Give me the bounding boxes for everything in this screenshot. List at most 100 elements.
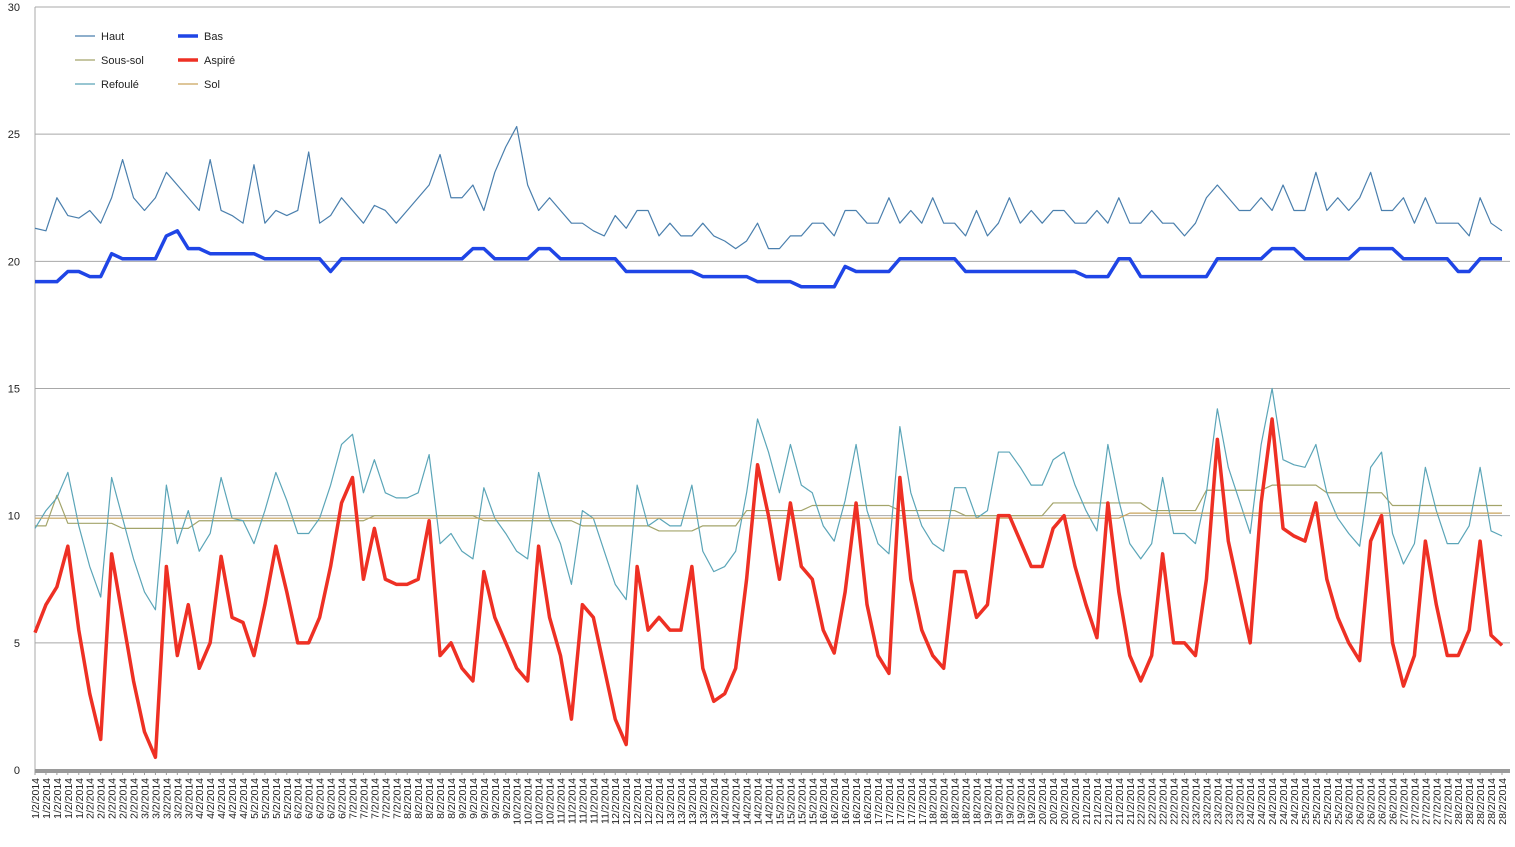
x-tick-label: 7/2/2014 <box>391 778 403 819</box>
x-tick-label: 25/2/2014 <box>1322 778 1334 825</box>
x-tick-label: 9/2/2014 <box>501 778 513 819</box>
x-tick-label: 22/2/2014 <box>1180 778 1192 825</box>
x-tick-label: 11/2/2014 <box>555 778 567 824</box>
x-tick-label: 3/2/2014 <box>161 778 173 819</box>
legend-label: Sous-sol <box>101 55 144 67</box>
x-tick-label: 21/2/2014 <box>1114 778 1126 825</box>
x-tick-label: 21/2/2014 <box>1103 778 1115 825</box>
x-tick-label: 4/2/2014 <box>238 778 250 819</box>
x-tick-label: 22/2/2014 <box>1147 778 1159 825</box>
x-tick-label: 27/2/2014 <box>1442 778 1454 825</box>
x-tick-label: 28/2/2014 <box>1464 778 1476 825</box>
legend-label: Aspiré <box>204 55 235 67</box>
x-tick-label: 1/2/2014 <box>74 778 86 819</box>
series-line <box>34 387 1503 611</box>
series-line <box>33 417 1504 760</box>
x-tick-label: 18/2/2014 <box>972 778 984 825</box>
x-tick-label: 6/2/2014 <box>293 778 305 819</box>
x-tick-label: 18/2/2014 <box>950 778 962 825</box>
x-tick-label: 21/2/2014 <box>1125 778 1137 825</box>
x-tick-label: 4/2/2014 <box>205 778 217 819</box>
x-tick-label: 1/2/2014 <box>41 778 53 819</box>
x-tick-label: 7/2/2014 <box>347 778 359 819</box>
x-tick-label: 1/2/2014 <box>52 778 64 819</box>
x-tick-label: 25/2/2014 <box>1333 778 1345 825</box>
x-tick-label: 7/2/2014 <box>369 778 381 819</box>
x-tick-label: 13/2/2014 <box>665 778 677 825</box>
x-tick-label: 28/2/2014 <box>1475 778 1487 825</box>
x-tick-label: 13/2/2014 <box>676 778 688 825</box>
x-tick-label: 28/2/2014 <box>1453 778 1465 825</box>
x-tick-label: 14/2/2014 <box>731 778 743 825</box>
x-tick-label: 1/2/2014 <box>63 778 75 819</box>
x-tick-label: 11/2/2014 <box>599 778 611 824</box>
x-tick-label: 12/2/2014 <box>610 778 622 825</box>
x-tick-label: 4/2/2014 <box>194 778 206 819</box>
x-tick-label: 19/2/2014 <box>982 778 994 825</box>
x-tick-label: 3/2/2014 <box>183 778 195 819</box>
x-tick-label: 17/2/2014 <box>873 778 885 825</box>
x-tick-label: 14/2/2014 <box>720 778 732 825</box>
x-tick-label: 7/2/2014 <box>358 778 370 819</box>
x-axis <box>35 769 1510 773</box>
x-tick-label: 12/2/2014 <box>654 778 666 825</box>
x-tick-label: 26/2/2014 <box>1366 778 1378 825</box>
series-line <box>35 229 1502 289</box>
x-tick-label: 20/2/2014 <box>1048 778 1060 825</box>
x-tick-label: 13/2/2014 <box>687 778 699 825</box>
x-tick-label: 12/2/2014 <box>632 778 644 825</box>
x-tick-label: 19/2/2014 <box>993 778 1005 825</box>
x-tick-label: 21/2/2014 <box>1092 778 1104 825</box>
x-tick-label: 17/2/2014 <box>884 778 896 825</box>
x-tick-label: 13/2/2014 <box>698 778 710 825</box>
x-tick-label: 20/2/2014 <box>1070 778 1082 825</box>
x-tick-label: 18/2/2014 <box>961 778 973 825</box>
x-tick-label: 13/2/2014 <box>709 778 721 825</box>
x-tick-label: 2/2/2014 <box>129 778 141 819</box>
x-tick-label: 19/2/2014 <box>1015 778 1027 825</box>
x-tick-label: 15/2/2014 <box>807 778 819 825</box>
x-tick-label: 16/2/2014 <box>851 778 863 825</box>
x-tick-label: 18/2/2014 <box>939 778 951 825</box>
x-tick-label: 24/2/2014 <box>1256 778 1268 825</box>
x-tick-label: 20/2/2014 <box>1059 778 1071 825</box>
x-tick-label: 2/2/2014 <box>107 778 119 819</box>
legend-label: Haut <box>101 31 124 43</box>
x-tick-label: 17/2/2014 <box>895 778 907 825</box>
x-tick-label: 16/2/2014 <box>818 778 830 825</box>
x-tick-label: 23/2/2014 <box>1223 778 1235 825</box>
x-tick-label: 23/2/2014 <box>1190 778 1202 825</box>
x-tick-label: 9/2/2014 <box>479 778 491 819</box>
x-tick-label: 7/2/2014 <box>380 778 392 819</box>
x-tick-label: 17/2/2014 <box>906 778 918 825</box>
y-tick-label: 0 <box>14 765 20 777</box>
x-tick-label: 27/2/2014 <box>1431 778 1443 825</box>
x-tick-label: 19/2/2014 <box>1004 778 1016 825</box>
x-tick-label: 21/2/2014 <box>1081 778 1093 825</box>
x-tick-label: 23/2/2014 <box>1201 778 1213 825</box>
x-tick-label: 2/2/2014 <box>85 778 97 819</box>
series-line <box>34 125 1503 250</box>
x-tick-label: 12/2/2014 <box>621 778 633 825</box>
x-tick-label: 6/2/2014 <box>304 778 316 819</box>
x-tick-label: 9/2/2014 <box>468 778 480 819</box>
x-tick-label: 14/2/2014 <box>742 778 754 825</box>
x-tick-label: 1/2/2014 <box>30 778 42 819</box>
x-tick-label: 6/2/2014 <box>326 778 338 819</box>
x-tick-label: 12/2/2014 <box>643 778 655 825</box>
y-tick-label: 5 <box>14 638 20 650</box>
x-tick-label: 10/2/2014 <box>534 778 546 825</box>
x-tick-label: 27/2/2014 <box>1409 778 1421 825</box>
legend-label: Bas <box>204 31 223 43</box>
x-tick-label: 23/2/2014 <box>1212 778 1224 825</box>
x-tick-label: 6/2/2014 <box>337 778 349 819</box>
x-tick-label: 11/2/2014 <box>577 778 589 824</box>
x-tick-label: 25/2/2014 <box>1300 778 1312 825</box>
x-tick-label: 28/2/2014 <box>1486 778 1498 825</box>
x-tick-label: 8/2/2014 <box>413 778 425 819</box>
x-tick-label: 24/2/2014 <box>1267 778 1279 825</box>
x-tick-label: 26/2/2014 <box>1388 778 1400 825</box>
x-tick-label: 10/2/2014 <box>523 778 535 825</box>
